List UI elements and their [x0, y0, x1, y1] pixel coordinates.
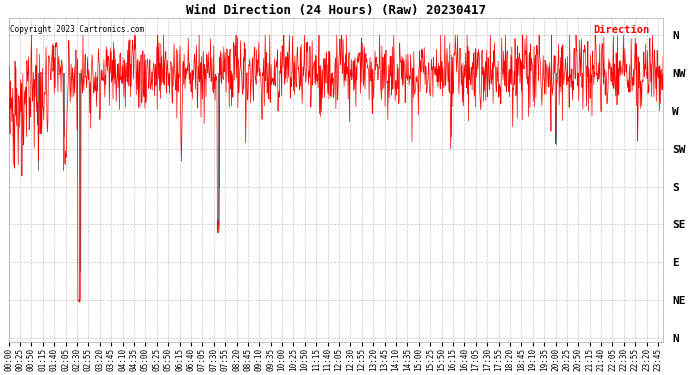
Title: Wind Direction (24 Hours) (Raw) 20230417: Wind Direction (24 Hours) (Raw) 20230417 — [186, 4, 486, 17]
Text: Copyright 2023 Cartronics.com: Copyright 2023 Cartronics.com — [10, 25, 144, 34]
Text: Direction: Direction — [593, 25, 649, 35]
